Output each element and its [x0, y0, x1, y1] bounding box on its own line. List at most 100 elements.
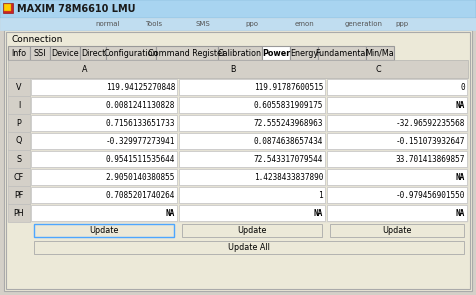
- Bar: [31, 115, 177, 131]
- Text: V: V: [16, 83, 22, 91]
- Text: ppo: ppo: [245, 21, 258, 27]
- Bar: [106, 46, 156, 60]
- Text: Direct: Direct: [81, 48, 105, 58]
- Bar: [80, 46, 106, 60]
- Text: Fundamental: Fundamental: [316, 48, 368, 58]
- Bar: [8, 150, 30, 168]
- Text: B: B: [230, 65, 235, 73]
- Bar: [262, 46, 290, 60]
- Bar: [179, 97, 325, 113]
- Bar: [8, 78, 468, 96]
- Text: Calibration: Calibration: [218, 48, 262, 58]
- Bar: [179, 133, 325, 149]
- Text: Update: Update: [382, 226, 412, 235]
- Bar: [34, 224, 174, 237]
- Text: 2.9050140380855: 2.9050140380855: [106, 173, 175, 181]
- Text: Q: Q: [16, 137, 22, 145]
- Text: CF: CF: [14, 173, 24, 181]
- Text: normal: normal: [95, 21, 119, 27]
- Text: 119.91787600515: 119.91787600515: [254, 83, 323, 91]
- Bar: [327, 169, 467, 185]
- Bar: [8, 186, 30, 204]
- Bar: [31, 97, 177, 113]
- Text: SSI: SSI: [34, 48, 46, 58]
- Text: 0.9541511535644: 0.9541511535644: [106, 155, 175, 163]
- Text: generation: generation: [345, 21, 383, 27]
- Bar: [8, 168, 468, 186]
- Text: -0.151073932647: -0.151073932647: [396, 137, 465, 145]
- Text: Command Register: Command Register: [149, 48, 226, 58]
- Bar: [179, 79, 325, 95]
- Bar: [3, 3, 13, 13]
- Bar: [8, 78, 30, 96]
- Bar: [4, 30, 472, 291]
- Text: Configuration: Configuration: [104, 48, 159, 58]
- Bar: [179, 205, 325, 221]
- Bar: [327, 151, 467, 167]
- Text: Energy: Energy: [290, 48, 318, 58]
- Text: Device: Device: [51, 48, 79, 58]
- Bar: [8, 168, 30, 186]
- Bar: [8, 204, 468, 222]
- Text: Min/Ma: Min/Ma: [366, 48, 395, 58]
- Text: MAXIM 78M6610 LMU: MAXIM 78M6610 LMU: [17, 4, 136, 14]
- Bar: [30, 46, 50, 60]
- Bar: [156, 46, 218, 60]
- Text: 72.555243968963: 72.555243968963: [254, 119, 323, 127]
- Text: 1: 1: [318, 191, 323, 199]
- Bar: [327, 97, 467, 113]
- Bar: [327, 133, 467, 149]
- Bar: [182, 224, 322, 237]
- Text: -0.329977273941: -0.329977273941: [106, 137, 175, 145]
- Text: Info: Info: [11, 48, 27, 58]
- Bar: [327, 205, 467, 221]
- Bar: [327, 115, 467, 131]
- Text: Update All: Update All: [228, 243, 270, 252]
- Text: ppp: ppp: [395, 21, 408, 27]
- Bar: [8, 132, 468, 150]
- Bar: [330, 224, 464, 237]
- Bar: [4, 4, 11, 11]
- Bar: [8, 60, 468, 78]
- Bar: [179, 169, 325, 185]
- Bar: [31, 205, 177, 221]
- Bar: [290, 46, 318, 60]
- Text: NA: NA: [314, 209, 323, 217]
- Bar: [179, 187, 325, 203]
- Bar: [31, 79, 177, 95]
- Bar: [31, 151, 177, 167]
- Text: 0.7156133651733: 0.7156133651733: [106, 119, 175, 127]
- Bar: [8, 204, 30, 222]
- Bar: [34, 241, 464, 254]
- Bar: [31, 133, 177, 149]
- Text: -0.979456901550: -0.979456901550: [396, 191, 465, 199]
- Text: NA: NA: [456, 209, 465, 217]
- Text: 119.94125270848: 119.94125270848: [106, 83, 175, 91]
- Text: P: P: [17, 119, 21, 127]
- Bar: [31, 187, 177, 203]
- Bar: [366, 46, 394, 60]
- Bar: [8, 186, 468, 204]
- Bar: [31, 169, 177, 185]
- Text: C: C: [376, 65, 381, 73]
- Text: 0.0081241130828: 0.0081241130828: [106, 101, 175, 109]
- Bar: [0, 18, 476, 30]
- Bar: [318, 46, 366, 60]
- Text: I: I: [18, 101, 20, 109]
- Bar: [0, 0, 476, 18]
- Text: NA: NA: [456, 173, 465, 181]
- Text: NA: NA: [456, 101, 465, 109]
- Bar: [8, 96, 468, 114]
- Text: SMS: SMS: [195, 21, 210, 27]
- Bar: [8, 132, 30, 150]
- Bar: [8, 114, 468, 132]
- Text: Update: Update: [238, 226, 267, 235]
- Text: Power: Power: [262, 48, 290, 58]
- Bar: [327, 187, 467, 203]
- Bar: [8, 150, 468, 168]
- Bar: [6, 32, 470, 289]
- Text: emon: emon: [295, 21, 315, 27]
- Bar: [218, 46, 262, 60]
- Bar: [50, 46, 80, 60]
- Text: S: S: [17, 155, 21, 163]
